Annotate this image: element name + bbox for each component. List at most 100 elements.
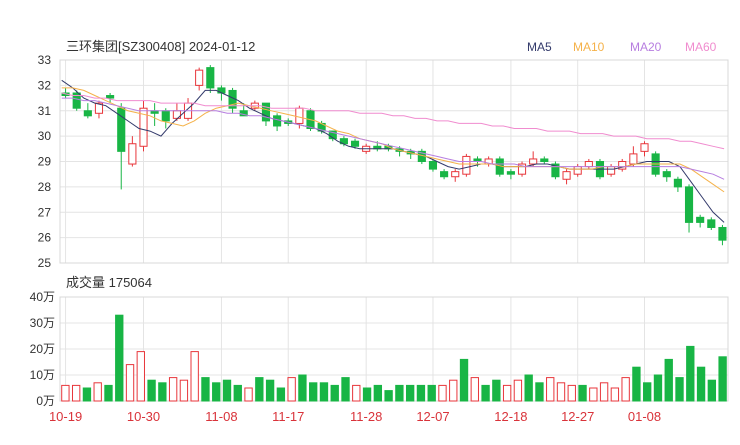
date-tick-label: 10-19 (49, 409, 82, 424)
date-tick-label: 12-07 (416, 409, 449, 424)
volume-bar (352, 384, 361, 402)
volume-bar (567, 384, 576, 402)
price-tick-label: 25 (38, 256, 52, 270)
volume-bar (255, 377, 264, 402)
volume-plot-frame (59, 296, 729, 402)
legend-ma5: MA5 (527, 40, 552, 54)
volume-bar (610, 387, 620, 402)
candle-body (106, 95, 115, 99)
volume-bar (653, 374, 663, 402)
volume-bar (427, 384, 436, 402)
volume-tick-label: 30万 (30, 316, 55, 330)
candle-body (72, 92, 81, 109)
legend-ma60: MA60 (685, 40, 717, 54)
candle-body (273, 115, 282, 127)
volume-bar (373, 384, 383, 402)
candle-body (662, 171, 671, 178)
volume-bar (459, 358, 469, 402)
volume-tick-label: 40万 (30, 290, 55, 304)
date-tick-label: 11-28 (350, 409, 382, 424)
candle-body (529, 158, 538, 165)
volume-bar (201, 377, 210, 402)
volume-bar (125, 364, 135, 402)
price-plot-frame (59, 59, 729, 264)
candle-body (517, 163, 527, 175)
candle-body (718, 226, 727, 241)
candle-body (629, 153, 638, 165)
date-tick-label: 10-30 (127, 409, 160, 424)
candle-body (607, 166, 616, 175)
volume-bar (589, 387, 598, 402)
volume-bar (104, 384, 113, 402)
volume-bar (643, 382, 652, 402)
candle-body (562, 171, 571, 180)
ma-line-ma60 (61, 92, 725, 150)
volume-bar (449, 379, 458, 402)
volume-bar (556, 382, 566, 402)
volume-bar (535, 382, 544, 402)
candle-body (540, 158, 549, 162)
volume-bar (362, 387, 372, 402)
volume-bar (298, 374, 307, 402)
volume-bar (136, 351, 145, 402)
volume-bar (71, 384, 81, 402)
volume-bar (686, 345, 695, 402)
price-tick-label: 28 (38, 180, 52, 194)
date-tick-label: 01-08 (628, 409, 661, 424)
ma-line-ma20 (61, 97, 725, 180)
candle-body (506, 171, 515, 175)
volume-bar (621, 377, 630, 402)
ma-legend: MA5 MA10 MA20 MA60 (527, 40, 717, 54)
volume-tick-label: 0万 (36, 394, 55, 408)
volume-bar (233, 384, 242, 402)
volume-bar (696, 366, 706, 402)
volume-bar (405, 384, 415, 402)
candle-body (139, 107, 148, 147)
candle-body (640, 143, 649, 152)
volume-bar (578, 384, 587, 402)
volume-tick-label: 20万 (30, 342, 55, 356)
volume-tick-label: 10万 (30, 368, 55, 382)
date-tick-label: 11-17 (272, 409, 304, 424)
chart-title: 三环集团[SZ300408] 2024-01-12 (66, 39, 255, 54)
candle-body (573, 166, 582, 175)
volume-bar (168, 377, 178, 402)
volume-bar (244, 387, 253, 402)
volume-bar (599, 382, 609, 402)
price-tick-label: 32 (38, 78, 52, 92)
volume-bar (82, 387, 92, 402)
price-tick-label: 29 (38, 155, 52, 169)
volume-bar (632, 366, 641, 402)
legend-ma10: MA10 (573, 40, 605, 54)
volume-bar (707, 379, 717, 402)
volume-bar (502, 384, 512, 402)
volume-bar (524, 374, 533, 402)
volume-bar (492, 379, 501, 402)
candle-body (261, 102, 271, 122)
ma-line-ma5 (61, 79, 725, 223)
volume-bar (115, 314, 124, 402)
candle-body (295, 107, 304, 124)
chart-marks: 25 26 27 28 29 30 31 32 33 0万 10万 20万 30万 40万 10-19 10-… (30, 53, 729, 424)
candle-body (696, 216, 705, 223)
price-tick-label: 27 (38, 205, 52, 219)
volume-bar (190, 351, 199, 402)
volume-bar (61, 384, 70, 402)
volume-bar (481, 384, 490, 402)
volume-bar (395, 384, 404, 402)
candle-body (350, 140, 360, 147)
volume-bar (212, 382, 221, 402)
price-tick-label: 26 (38, 231, 52, 245)
date-tick-label: 11-08 (205, 409, 237, 424)
candle-body (83, 110, 92, 117)
candle-body (684, 186, 694, 223)
candle-body (584, 161, 593, 168)
candle-body (462, 155, 471, 175)
volume-bar (384, 390, 393, 402)
volume-bar (276, 387, 286, 402)
volume-bar (179, 379, 189, 402)
volume-bar (147, 379, 156, 402)
volume-bar (93, 382, 102, 402)
